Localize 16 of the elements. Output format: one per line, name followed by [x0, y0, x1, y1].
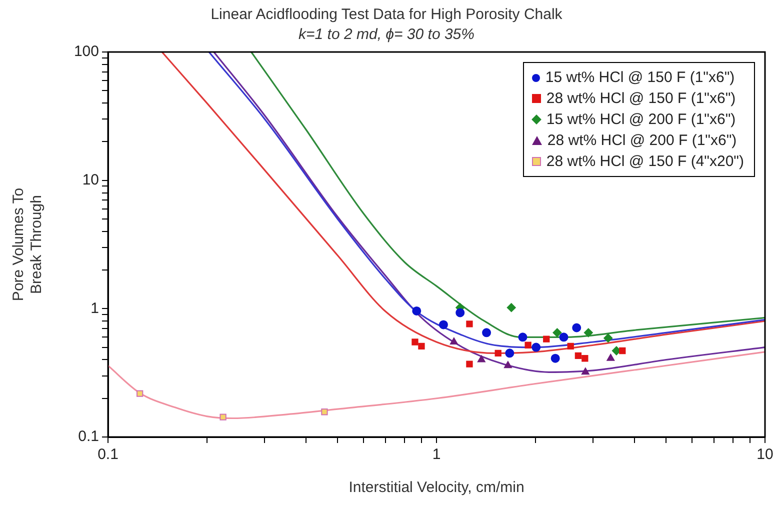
y-tick-label: 10 — [82, 171, 99, 188]
y-tick-label: 100 — [74, 43, 99, 60]
legend-label: 28 wt% HCl @ 150 F (4"x20") — [546, 152, 744, 172]
y-tick-label: 1 — [90, 300, 99, 317]
y-axis-title: Pore Volumes To Break Through — [10, 188, 46, 302]
x-tick-label: 1 — [432, 446, 441, 464]
x-axis-title: Interstitial Velocity, cm/min — [348, 479, 524, 496]
x-tick-label: 0.1 — [98, 446, 118, 464]
x-tick-label: 10 — [756, 446, 774, 464]
chart-subtitle: k=1 to 2 md, ϕ= 30 to 35% — [298, 26, 474, 44]
chart-title: Linear Acidflooding Test Data for High Porosity Chalk — [210, 6, 563, 24]
y-tick-label: 0.1 — [78, 428, 99, 446]
legend-label: 15 wt% HCl @ 150 F (1"x6") — [545, 68, 735, 88]
legend-label: 15 wt% HCl @ 200 F (1"x6") — [546, 110, 736, 130]
legend-label: 28 wt% HCl @ 200 F (1"x6") — [547, 131, 737, 151]
legend-label: 28 wt% HCl @ 150 F (1"x6") — [546, 89, 736, 109]
